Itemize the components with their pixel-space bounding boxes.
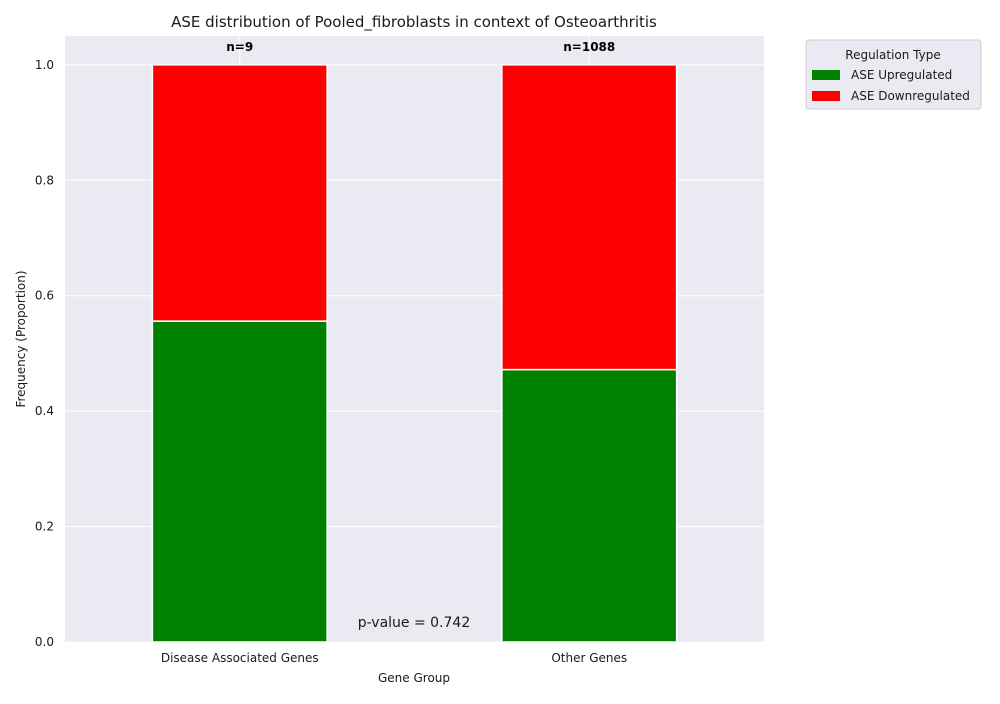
bar-segment-downregulated	[151, 64, 328, 322]
y-tick-label: 0.8	[35, 173, 54, 187]
count-label: n=1088	[563, 40, 615, 54]
legend-label-downregulated: ASE Downregulated	[851, 89, 970, 103]
y-tick-label: 0.6	[35, 289, 54, 303]
count-labels: n=9 n=1088	[226, 40, 615, 54]
bar-segment-upregulated	[501, 368, 678, 643]
x-tick-label: Other Genes	[551, 651, 627, 665]
p-value-annotation: p-value = 0.742	[358, 615, 471, 631]
chart-title: ASE distribution of Pooled_fibroblasts i…	[171, 13, 657, 32]
legend-swatch-upregulated	[812, 70, 840, 80]
bar-segment-downregulated	[501, 64, 678, 371]
bar-segment-upregulated	[151, 320, 328, 643]
y-tick-labels: 0.0 0.2 0.4 0.6 0.8 1.0	[35, 58, 54, 649]
y-tick-label: 0.0	[35, 635, 54, 649]
count-label: n=9	[226, 40, 253, 54]
legend: Regulation Type ASE Upregulated ASE Down…	[805, 39, 982, 110]
bars	[151, 64, 678, 643]
legend-swatch-downregulated	[812, 91, 840, 101]
x-axis-label: Gene Group	[378, 671, 450, 685]
legend-title: Regulation Type	[845, 48, 940, 62]
y-tick-label: 0.2	[35, 520, 54, 534]
legend-frame	[805, 39, 982, 110]
legend-label-upregulated: ASE Upregulated	[851, 68, 952, 82]
y-tick-label: 0.4	[35, 404, 54, 418]
x-tick-label: Disease Associated Genes	[161, 651, 319, 665]
y-tick-label: 1.0	[35, 58, 54, 72]
y-axis-label: Frequency (Proportion)	[14, 270, 28, 407]
x-tick-labels: Disease Associated Genes Other Genes	[161, 651, 627, 665]
